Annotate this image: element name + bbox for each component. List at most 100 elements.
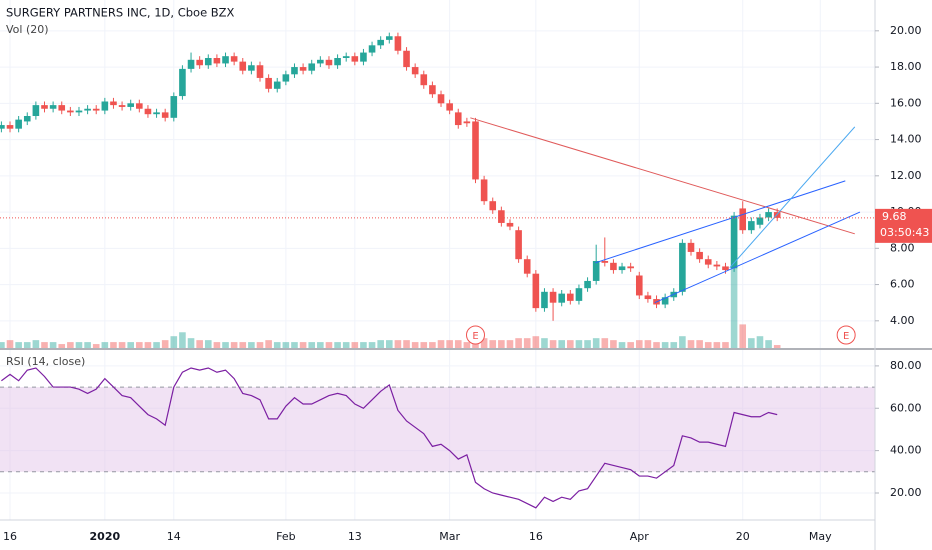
volume-bar	[213, 342, 221, 348]
candle-body	[161, 112, 169, 118]
y-tick-label: 12.00	[890, 169, 922, 182]
y-tick-label: 14.00	[890, 133, 922, 146]
candle-body	[515, 230, 522, 260]
candle-body	[592, 261, 600, 281]
volume-title: Vol (20)	[6, 23, 49, 36]
volume-bar	[230, 342, 238, 348]
volume-bar	[153, 342, 160, 348]
candle-body	[170, 96, 178, 118]
volume-bar	[282, 342, 290, 348]
y-tick-label: 8.00	[890, 241, 915, 254]
axes: 16 2020 14 Feb 13 Mar 16 Apr 20 May 20.00 18.00 16.0…	[3, 24, 932, 543]
candle-body	[239, 61, 247, 71]
x-tick-label: Mar	[439, 530, 460, 543]
volume-bar	[32, 340, 40, 348]
volume-bar	[765, 340, 772, 348]
candle-body	[110, 101, 117, 106]
x-tick-label: Apr	[630, 530, 650, 543]
candle-body	[273, 81, 281, 89]
trend-line	[470, 117, 855, 235]
volume-bar	[67, 342, 74, 348]
x-tick-label: 16	[529, 530, 543, 543]
candle-body	[0, 125, 5, 129]
countdown-label: 03:50:43	[880, 226, 929, 239]
volume-bar	[92, 344, 100, 348]
volume-bar	[584, 340, 591, 348]
trend-line	[729, 126, 856, 269]
y-tick-label: 4.00	[890, 314, 915, 327]
volume-bar	[523, 338, 531, 348]
volume-bar	[308, 342, 316, 348]
volume-bar	[420, 342, 428, 348]
volume-bar	[196, 340, 203, 348]
chart-title: SURGERY PARTNERS INC, 1D, Cboe BZX	[6, 6, 235, 20]
volume-bar	[610, 340, 617, 348]
volume-bar	[429, 342, 436, 348]
volume-bar	[437, 340, 445, 348]
candle-body	[317, 59, 324, 64]
volume-bar	[118, 342, 126, 348]
candle-body	[567, 293, 574, 301]
volume-bar	[23, 342, 31, 348]
candle-body	[248, 65, 255, 71]
candle-body	[351, 56, 359, 62]
volume-bar	[101, 342, 109, 348]
candle-body	[730, 215, 738, 269]
volume-bar	[377, 340, 384, 348]
candle-body	[282, 74, 290, 82]
candle-body	[394, 36, 402, 51]
candle-body	[558, 293, 565, 303]
volume-bar	[334, 342, 341, 348]
volume-bar	[722, 342, 729, 348]
volume-bar	[248, 342, 255, 348]
volume-bar	[541, 338, 548, 348]
volume-bar	[291, 342, 298, 348]
candle-body	[84, 108, 91, 111]
candle-body	[265, 77, 272, 89]
volume-bar	[506, 340, 514, 348]
x-tick-label: 14	[167, 530, 181, 543]
candle-body	[756, 217, 764, 225]
volume-bar	[454, 340, 462, 348]
volume-bar	[75, 342, 83, 348]
volume-bar	[748, 338, 755, 348]
volume-bar	[15, 342, 22, 348]
volume-bar	[739, 324, 747, 348]
candle-body	[196, 59, 203, 66]
volume-bar	[532, 336, 540, 348]
x-tick-label: Feb	[276, 530, 295, 543]
volume-bar	[161, 340, 169, 348]
volume-bar	[222, 342, 229, 348]
price-label-box	[875, 208, 932, 243]
candle-body	[144, 108, 152, 115]
volume-bar	[351, 342, 359, 348]
earnings-label: E	[472, 331, 478, 342]
candle-body	[704, 259, 712, 265]
volume-bar	[549, 340, 557, 348]
y-tick-label: 60.00	[890, 401, 922, 414]
candle-body	[661, 297, 669, 305]
candle-body	[454, 112, 462, 126]
volume-bar	[386, 340, 393, 348]
candle-body	[325, 59, 333, 66]
candle-body	[420, 74, 428, 86]
volume-bar	[704, 342, 712, 348]
volume-bar	[592, 338, 600, 348]
volume-bar	[273, 342, 281, 348]
volume-bar	[661, 342, 669, 348]
candle-body	[101, 101, 109, 111]
volume-bar	[489, 340, 497, 348]
candle-body	[541, 291, 548, 309]
volume-bar	[696, 340, 703, 348]
candle-body	[368, 45, 376, 53]
candle-body	[308, 63, 316, 71]
x-tick-label: May	[809, 530, 832, 543]
volume-bar	[41, 342, 48, 348]
candle-body	[601, 261, 609, 263]
candle-body	[222, 56, 229, 64]
volume-bar	[480, 338, 488, 348]
volume-bar	[411, 342, 419, 348]
candle-body	[213, 58, 221, 64]
